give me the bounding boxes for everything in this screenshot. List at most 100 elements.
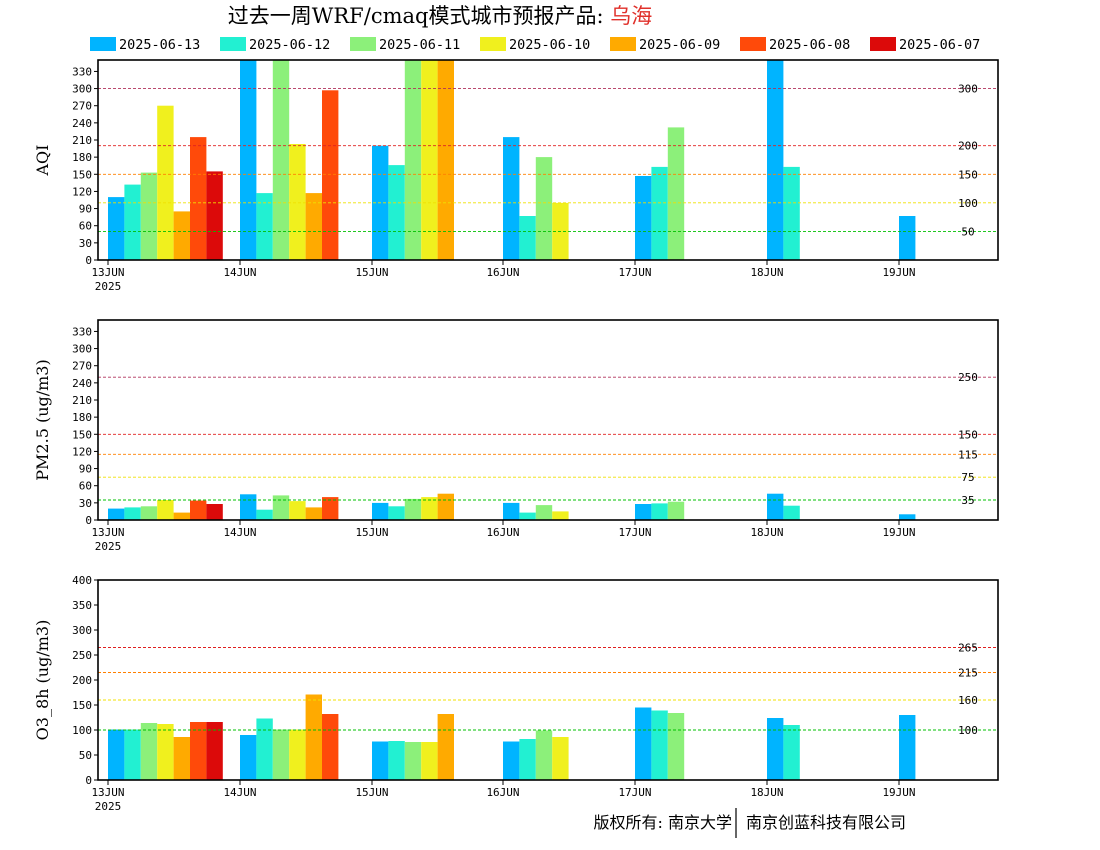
data-bar <box>635 504 652 520</box>
data-bar <box>899 514 916 520</box>
y-axis-label: PM2.5 (ug/m3) <box>33 359 52 480</box>
legend-label: 2025-06-13 <box>119 37 200 53</box>
y-tick-label: 300 <box>72 83 92 96</box>
y-tick-label: 30 <box>79 237 92 250</box>
data-bar <box>388 165 405 260</box>
legend-label: 2025-06-09 <box>639 37 720 53</box>
data-bar <box>388 506 405 520</box>
legend-label: 2025-06-11 <box>379 37 460 53</box>
data-bar <box>651 166 668 260</box>
y-tick-label: 120 <box>72 445 92 458</box>
y-tick-label: 200 <box>72 674 92 687</box>
threshold-label: 100 <box>958 724 978 737</box>
x-tick-label: 14JUN <box>223 786 256 799</box>
data-bar <box>519 739 536 780</box>
x-year-label: 2025 <box>95 280 122 293</box>
data-bar <box>388 741 405 780</box>
data-bar <box>289 729 306 780</box>
chart-panel: 265 215 160 100 0 50 100 150 200 250 300 350 400 O3_8… <box>33 574 999 813</box>
chart-title-city: 乌海 <box>610 4 652 28</box>
x-tick-label: 13JUN <box>91 526 124 539</box>
data-bar <box>535 157 553 260</box>
x-tick-label: 14JUN <box>223 266 256 279</box>
x-tick-label: 16JUN <box>486 266 519 279</box>
chart-title-main-text: 过去一周WRF/cmaq模式城市预报产品: 乌海 <box>228 4 652 28</box>
y-tick-label: 350 <box>72 599 92 612</box>
y-tick-label: 330 <box>72 65 92 78</box>
x-tick-label: 13JUN <box>91 786 124 799</box>
data-bar <box>767 718 784 780</box>
legend: 2025-06-13 2025-06-12 2025-06-11 2025-06-10… <box>90 37 980 53</box>
data-bar <box>437 60 454 260</box>
data-bar <box>256 193 273 260</box>
legend-item: 2025-06-07 <box>870 37 980 53</box>
data-bar <box>372 741 389 780</box>
data-bar <box>256 718 273 780</box>
data-bar <box>503 137 520 260</box>
data-bar <box>240 735 257 780</box>
data-bar <box>305 193 322 260</box>
data-bar <box>437 714 454 780</box>
y-tick-label: 100 <box>72 724 92 737</box>
y-tick-label: 210 <box>72 134 92 147</box>
y-tick-label: 150 <box>72 699 92 712</box>
y-tick-label: 0 <box>85 254 92 267</box>
x-tick-label: 19JUN <box>882 266 915 279</box>
data-bar <box>140 723 158 780</box>
chart-panel: 300 200 150 100 50 0 30 60 90 120 150 180 210 240 270 3… <box>33 59 999 293</box>
data-bar <box>190 137 207 260</box>
y-tick-label: 180 <box>72 411 92 424</box>
chart-panels: 3002001501005003060901201501802102402703… <box>33 59 999 813</box>
y-tick-label: 300 <box>72 624 92 637</box>
y-tick-label: 0 <box>85 774 92 787</box>
data-bar <box>503 741 520 780</box>
data-bar <box>783 725 800 780</box>
threshold-label: 35 <box>961 494 974 507</box>
data-bar <box>108 197 125 260</box>
threshold-label: 150 <box>958 428 978 441</box>
data-bar <box>157 724 174 780</box>
x-tick-label: 16JUN <box>486 786 519 799</box>
legend-item: 2025-06-13 <box>90 37 200 53</box>
data-bar <box>437 493 454 520</box>
data-bar <box>108 729 125 780</box>
data-bar <box>535 505 553 520</box>
legend-item: 2025-06-11 <box>350 37 460 53</box>
data-bar <box>206 722 223 780</box>
y-axis-label: O3_8h (ug/m3) <box>33 620 52 741</box>
y-tick-label: 270 <box>72 360 92 373</box>
data-bar <box>372 502 389 520</box>
data-bar <box>552 511 569 520</box>
x-tick-label: 19JUN <box>882 526 915 539</box>
y-tick-label: 330 <box>72 325 92 338</box>
data-bar <box>289 144 306 260</box>
data-bar <box>305 694 322 780</box>
chart-title: 过去一周WRF/cmaq模式城市预报产品: 乌海 <box>228 4 652 28</box>
y-tick-label: 270 <box>72 100 92 113</box>
x-tick-label: 15JUN <box>355 266 388 279</box>
data-bar <box>124 729 141 780</box>
threshold-label: 100 <box>958 197 978 210</box>
y-tick-label: 60 <box>79 220 92 233</box>
threshold-label: 300 <box>958 83 978 96</box>
data-bar <box>404 60 422 260</box>
data-bar <box>124 507 141 520</box>
legend-item: 2025-06-08 <box>740 37 850 53</box>
threshold-label: 150 <box>958 168 978 181</box>
data-bar <box>667 713 685 780</box>
data-bar <box>190 500 207 520</box>
data-bar <box>519 512 536 520</box>
data-bar <box>783 505 800 520</box>
y-tick-label: 240 <box>72 117 92 130</box>
y-tick-label: 0 <box>85 514 92 527</box>
data-bar <box>404 742 422 780</box>
legend-item: 2025-06-10 <box>480 37 590 53</box>
x-tick-label: 18JUN <box>750 266 783 279</box>
data-bar <box>899 715 916 780</box>
threshold-label: 265 <box>958 642 978 655</box>
data-bar <box>190 722 207 780</box>
legend-label: 2025-06-07 <box>899 37 980 53</box>
x-tick-label: 18JUN <box>750 786 783 799</box>
x-year-label: 2025 <box>95 800 122 813</box>
